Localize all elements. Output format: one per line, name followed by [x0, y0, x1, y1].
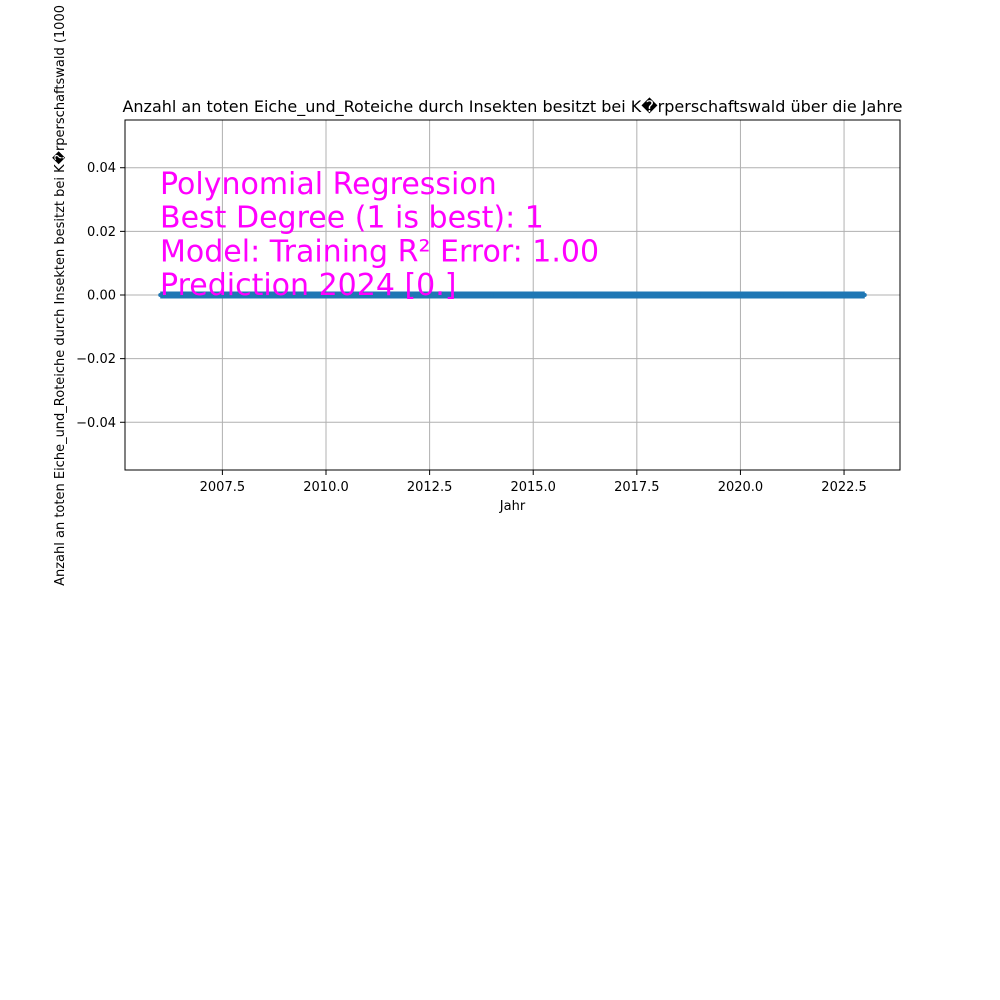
data-point	[489, 293, 494, 297]
y-axis: −0.04 −0.02 0.00 0.02 0.04	[76, 161, 125, 431]
y-tick-label: 0.00	[87, 289, 116, 304]
x-tick-label: 2022.5	[821, 480, 867, 495]
data-point	[199, 293, 204, 297]
data-point	[324, 293, 329, 297]
x-tick-label: 2017.5	[614, 480, 660, 495]
data-point	[572, 293, 577, 297]
annotation-line: Prediction 2024 [0.]	[160, 268, 456, 303]
x-axis: 2007.5 2010.0 2012.5 2015.0 2017.5 2020.0 2022…	[200, 470, 867, 495]
x-axis-label: Jahr	[499, 499, 526, 514]
data-point	[531, 293, 536, 297]
x-tick-label: 2012.5	[407, 480, 453, 495]
data-point	[655, 293, 660, 297]
data-point	[862, 293, 867, 297]
x-tick-label: 2020.0	[718, 480, 764, 495]
data-point	[614, 293, 619, 297]
data-point	[738, 293, 743, 297]
data-point	[406, 293, 411, 297]
data-point	[821, 293, 826, 297]
y-tick-label: −0.04	[76, 416, 116, 431]
series-layer	[158, 291, 867, 299]
data-point	[365, 293, 370, 297]
x-tick-label: 2007.5	[200, 480, 246, 495]
annotation-line: Best Degree (1 is best): 1	[160, 201, 544, 236]
x-tick-label: 2010.0	[303, 480, 349, 495]
data-point	[448, 293, 453, 297]
data-point	[158, 293, 163, 297]
annotation-line: Polynomial Regression	[160, 167, 497, 202]
y-axis-label: Anzahl an toten Eiche_und_Roteiche durch…	[51, 5, 68, 586]
data-point	[282, 293, 287, 297]
y-tick-label: 0.04	[87, 161, 116, 176]
x-tick-label: 2015.0	[510, 480, 556, 495]
data-point	[241, 293, 246, 297]
chart-title: Anzahl an toten Eiche_und_Roteiche durch…	[122, 97, 902, 117]
data-point	[696, 293, 701, 297]
annotation-line: Model: Training R² Error: 1.00	[160, 234, 599, 269]
y-tick-label: −0.02	[76, 352, 116, 367]
y-tick-label: 0.02	[87, 225, 116, 240]
data-point	[779, 293, 784, 297]
